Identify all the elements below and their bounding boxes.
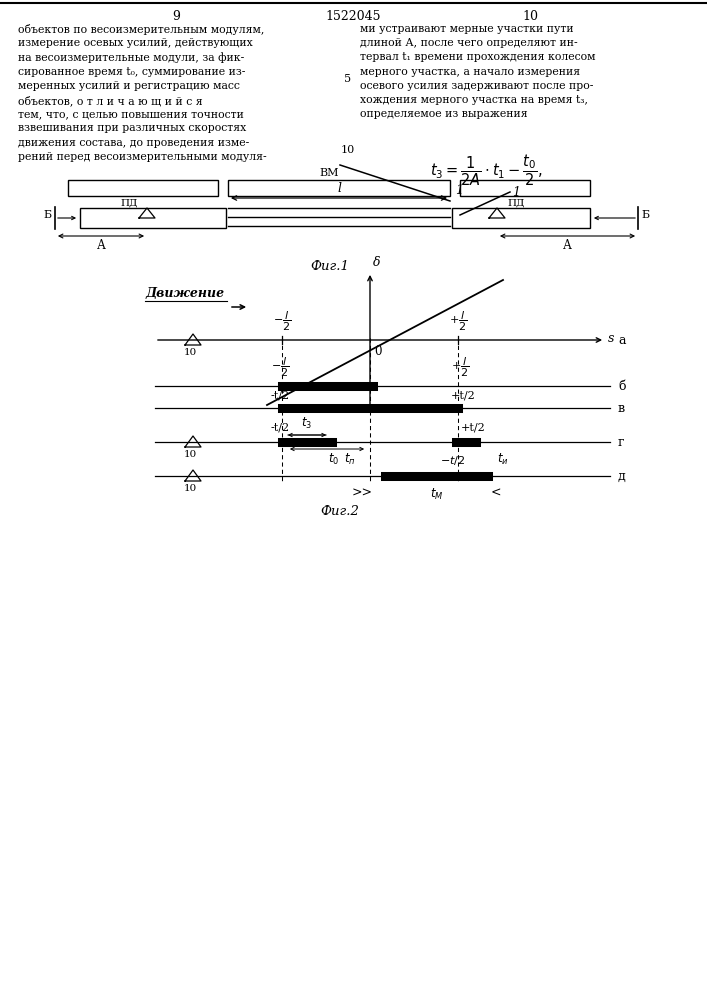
Text: ПД: ПД [507, 199, 525, 208]
Text: $-t/2$: $-t/2$ [440, 454, 465, 467]
Text: s: s [608, 332, 614, 346]
Text: движения состава, до проведения изме-: движения состава, до проведения изме- [18, 138, 250, 148]
Text: А: А [563, 239, 572, 252]
Text: 1: 1 [512, 186, 520, 198]
Text: меренных усилий и регистрацию масс: меренных усилий и регистрацию масс [18, 81, 240, 91]
Text: определяемое из выражения: определяемое из выражения [360, 109, 527, 119]
Text: хождения мерного участка на время t₃,: хождения мерного участка на время t₃, [360, 95, 588, 105]
Text: 10: 10 [183, 484, 197, 493]
Text: l: l [337, 182, 341, 195]
Text: объектов по весоизмерительным модулям,: объектов по весоизмерительным модулям, [18, 24, 264, 35]
Text: -t/2: -t/2 [271, 391, 290, 401]
Text: А: А [97, 239, 105, 252]
Text: +t/2: +t/2 [461, 423, 486, 433]
Text: $+\dfrac{l}{2}$: $+\dfrac{l}{2}$ [451, 356, 469, 379]
Text: 10: 10 [522, 10, 538, 23]
Text: $-\dfrac{l}{2}$: $-\dfrac{l}{2}$ [273, 310, 291, 333]
Bar [80, 208, 226, 228]
Text: Б: Б [641, 210, 649, 220]
Text: +t/2: +t/2 [450, 391, 475, 401]
Text: Б: Б [44, 210, 52, 220]
Text: $-\dfrac{l}{2}$: $-\dfrac{l}{2}$ [271, 356, 289, 379]
Text: δ: δ [373, 256, 380, 269]
Text: $t_M$: $t_M$ [430, 487, 443, 502]
Text: мерного участка, а начало измерения: мерного участка, а начало измерения [360, 67, 580, 77]
Text: 9: 9 [172, 10, 180, 23]
Text: а: а [618, 334, 626, 347]
Text: д: д [618, 470, 626, 483]
Bar [452, 208, 590, 228]
Text: >>: >> [351, 487, 373, 500]
Text: -t/2: -t/2 [271, 423, 290, 433]
Text: ми устраивают мерные участки пути: ми устраивают мерные участки пути [360, 24, 573, 34]
Text: в: в [618, 401, 625, 414]
Text: тервал t₁ времени прохождения колесом: тервал t₁ времени прохождения колесом [360, 52, 595, 62]
Text: $t_0$: $t_0$ [328, 452, 339, 467]
Text: 1: 1 [455, 184, 463, 198]
Text: на весоизмерительные модули, за фик-: на весоизмерительные модули, за фик- [18, 52, 244, 63]
Text: $+\dfrac{l}{2}$: $+\dfrac{l}{2}$ [449, 310, 467, 333]
Text: 5: 5 [344, 74, 351, 84]
Text: <: < [491, 487, 501, 500]
Text: объектов, о т л и ч а ю щ и й с я: объектов, о т л и ч а ю щ и й с я [18, 95, 203, 106]
Text: 1522045: 1522045 [325, 10, 381, 23]
Text: 0: 0 [374, 345, 382, 358]
Bar [460, 180, 590, 196]
Bar [228, 180, 450, 196]
Text: б: б [618, 379, 626, 392]
Text: 10: 10 [183, 450, 197, 459]
Text: сированное время t₀, суммирование из-: сированное время t₀, суммирование из- [18, 67, 245, 77]
Text: 10: 10 [341, 145, 355, 155]
Text: измерение осевых усилий, действующих: измерение осевых усилий, действующих [18, 38, 252, 48]
Text: $t_п$: $t_п$ [344, 452, 356, 467]
Text: ПД: ПД [121, 199, 138, 208]
Text: ВМ: ВМ [320, 168, 339, 178]
Text: $t_и$: $t_и$ [497, 452, 509, 467]
Text: Фиг.2: Фиг.2 [320, 505, 359, 518]
Text: 10: 10 [183, 348, 197, 357]
Text: осевого усилия задерживают после про-: осевого усилия задерживают после про- [360, 81, 593, 91]
Text: взвешивания при различных скоростях: взвешивания при различных скоростях [18, 123, 246, 133]
Text: г: г [618, 436, 624, 448]
Text: тем, что, с целью повышения точности: тем, что, с целью повышения точности [18, 109, 244, 119]
Text: Фиг.1: Фиг.1 [310, 260, 349, 273]
Text: длиной А, после чего определяют ин-: длиной А, после чего определяют ин- [360, 38, 578, 48]
Text: рений перед весоизмерительными модуля-: рений перед весоизмерительными модуля- [18, 152, 267, 162]
Bar [68, 180, 218, 196]
Text: $t_3$: $t_3$ [301, 416, 312, 431]
Text: $t_3 = \dfrac{1}{2A} \cdot t_1 - \dfrac{t_0}{2},$: $t_3 = \dfrac{1}{2A} \cdot t_1 - \dfrac{… [430, 153, 542, 188]
Text: Движение: Движение [145, 287, 224, 300]
